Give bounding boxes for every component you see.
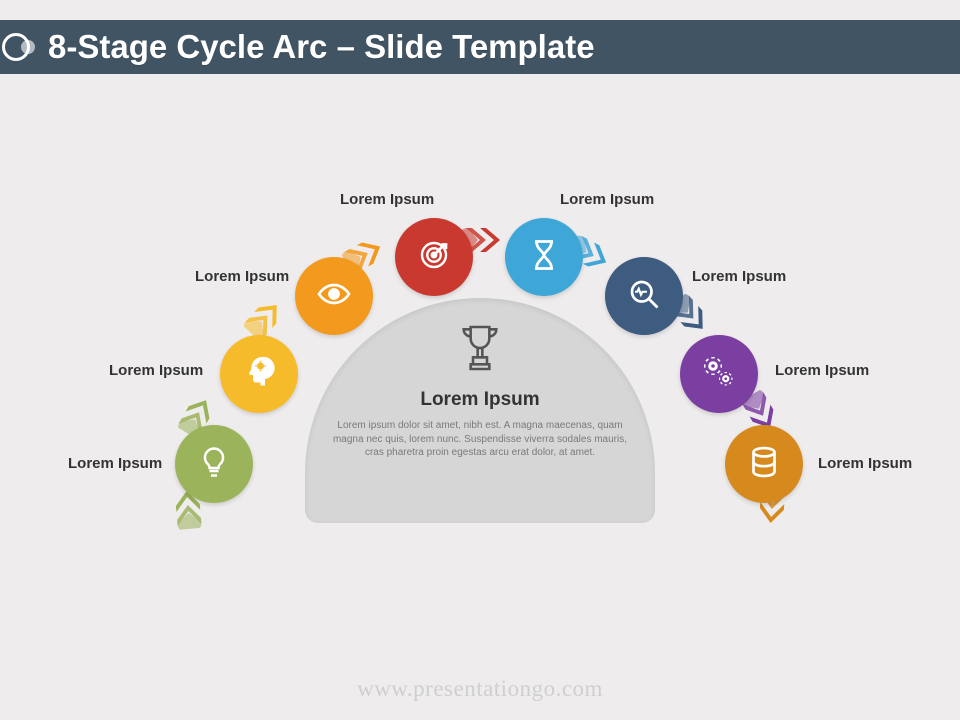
footer-url: www.presentationgo.com	[0, 676, 960, 702]
stage-label-6: Lorem Ipsum	[692, 268, 786, 285]
stage-node-1	[175, 425, 253, 503]
gears-icon	[701, 354, 737, 395]
stage-label-8: Lorem Ipsum	[818, 455, 912, 472]
stage-label-2: Lorem Ipsum	[109, 362, 203, 379]
stage-label-1: Lorem Ipsum	[68, 455, 162, 472]
stage-label-7: Lorem Ipsum	[775, 362, 869, 379]
center-title: Lorem Ipsum	[330, 389, 630, 411]
lightbulb-icon	[196, 444, 232, 485]
stage-node-2	[220, 335, 298, 413]
stage-node-3	[295, 257, 373, 335]
stage-label-5: Lorem Ipsum	[560, 191, 654, 208]
slide: 8-Stage Cycle Arc – Slide Template Lorem…	[0, 0, 960, 720]
cycle-arc-diagram: Lorem Ipsum Lorem ipsum dolor sit amet, …	[0, 0, 960, 720]
center-content: Lorem Ipsum Lorem ipsum dolor sit amet, …	[330, 320, 630, 460]
database-icon	[746, 444, 782, 485]
magnify-pulse-icon	[626, 276, 662, 317]
head-idea-icon	[241, 354, 277, 395]
eye-icon	[316, 276, 352, 317]
stage-label-3: Lorem Ipsum	[195, 268, 289, 285]
target-icon	[416, 237, 452, 278]
center-body: Lorem ipsum dolor sit amet, nibh est. A …	[330, 419, 630, 460]
hourglass-icon	[526, 237, 562, 278]
stage-node-7	[680, 335, 758, 413]
trophy-icon	[330, 320, 630, 381]
stage-label-4: Lorem Ipsum	[340, 191, 434, 208]
stage-node-6	[605, 257, 683, 335]
stage-node-8	[725, 425, 803, 503]
stage-node-5	[505, 218, 583, 296]
stage-node-4	[395, 218, 473, 296]
